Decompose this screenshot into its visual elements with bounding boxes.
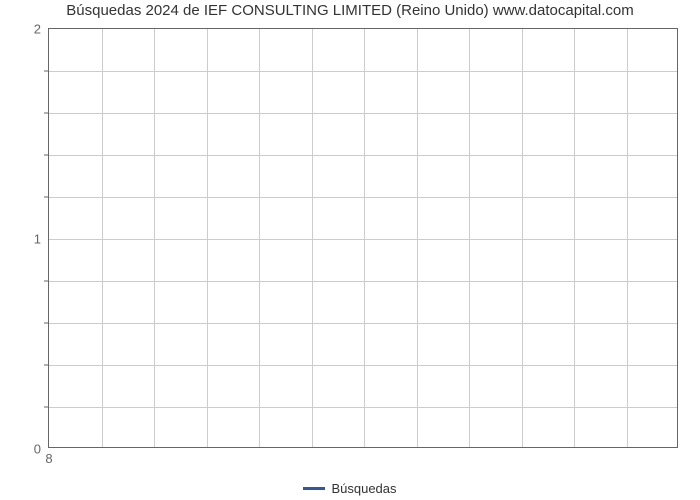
- gridline-vertical: [627, 29, 628, 447]
- y-minor-tick: [44, 197, 49, 198]
- chart-title: Búsquedas 2024 de IEF CONSULTING LIMITED…: [0, 2, 700, 19]
- y-minor-tick: [44, 113, 49, 114]
- y-minor-tick: [44, 155, 49, 156]
- legend-swatch: [303, 487, 325, 490]
- gridline-vertical: [102, 29, 103, 447]
- gridline-vertical: [207, 29, 208, 447]
- y-minor-tick: [44, 281, 49, 282]
- legend-label: Búsquedas: [331, 481, 396, 496]
- gridline-horizontal: [49, 407, 677, 408]
- gridline-horizontal: [49, 365, 677, 366]
- gridline-vertical: [469, 29, 470, 447]
- y-minor-tick: [44, 407, 49, 408]
- gridline-horizontal: [49, 239, 677, 240]
- gridline-vertical: [259, 29, 260, 447]
- legend: Búsquedas: [0, 480, 700, 496]
- plot-area: 0128: [48, 28, 678, 448]
- gridline-vertical: [154, 29, 155, 447]
- gridline-horizontal: [49, 323, 677, 324]
- gridline-vertical: [417, 29, 418, 447]
- gridline-horizontal: [49, 281, 677, 282]
- gridline-horizontal: [49, 113, 677, 114]
- gridline-horizontal: [49, 71, 677, 72]
- gridline-horizontal: [49, 197, 677, 198]
- gridline-horizontal: [49, 155, 677, 156]
- x-tick-label: 8: [45, 447, 52, 466]
- gridline-vertical: [312, 29, 313, 447]
- y-tick-label: 1: [34, 232, 49, 247]
- y-minor-tick: [44, 71, 49, 72]
- y-minor-tick: [44, 365, 49, 366]
- y-minor-tick: [44, 323, 49, 324]
- chart-container: Búsquedas 2024 de IEF CONSULTING LIMITED…: [0, 0, 700, 500]
- y-tick-label: 2: [34, 22, 49, 37]
- gridline-vertical: [364, 29, 365, 447]
- gridline-vertical: [522, 29, 523, 447]
- gridline-vertical: [574, 29, 575, 447]
